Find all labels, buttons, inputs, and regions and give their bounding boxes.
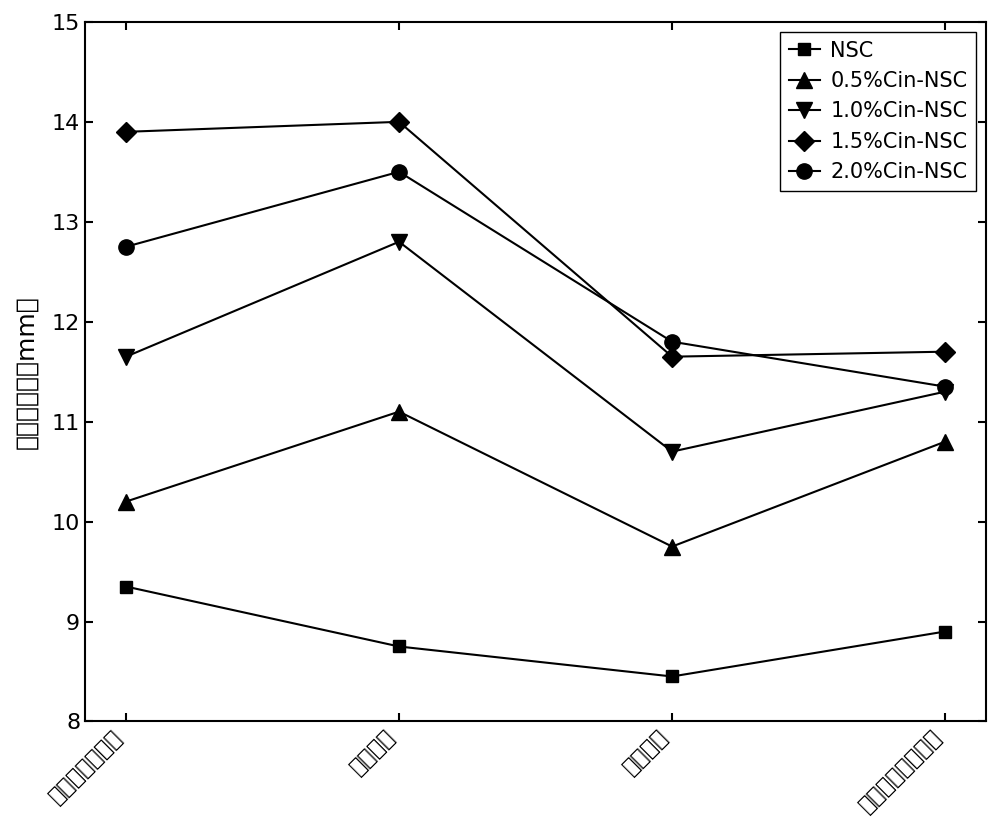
- 0.5%Cin-NSC: [120, 496, 132, 506]
- 1.5%Cin-NSC: [666, 352, 678, 362]
- NSC: [666, 671, 678, 681]
- Line: NSC: NSC: [120, 580, 951, 683]
- 1.0%Cin-NSC: [939, 387, 951, 397]
- 2.0%Cin-NSC: [666, 337, 678, 347]
- 2.0%Cin-NSC: [120, 242, 132, 251]
- NSC: [120, 582, 132, 592]
- 1.0%Cin-NSC: [393, 237, 405, 247]
- NSC: [393, 642, 405, 652]
- 1.5%Cin-NSC: [939, 347, 951, 357]
- Y-axis label: 抑菌圈直径（mm）: 抑菌圈直径（mm）: [14, 295, 38, 448]
- 1.5%Cin-NSC: [120, 127, 132, 137]
- Line: 2.0%Cin-NSC: 2.0%Cin-NSC: [118, 164, 953, 394]
- 0.5%Cin-NSC: [666, 542, 678, 552]
- 2.0%Cin-NSC: [393, 167, 405, 177]
- Line: 0.5%Cin-NSC: 0.5%Cin-NSC: [118, 404, 953, 554]
- 1.0%Cin-NSC: [120, 352, 132, 362]
- 2.0%Cin-NSC: [939, 382, 951, 392]
- Line: 1.0%Cin-NSC: 1.0%Cin-NSC: [118, 234, 953, 459]
- 1.5%Cin-NSC: [393, 117, 405, 127]
- Legend: NSC, 0.5%Cin-NSC, 1.0%Cin-NSC, 1.5%Cin-NSC, 2.0%Cin-NSC: NSC, 0.5%Cin-NSC, 1.0%Cin-NSC, 1.5%Cin-N…: [780, 32, 976, 191]
- 0.5%Cin-NSC: [939, 437, 951, 447]
- Line: 1.5%Cin-NSC: 1.5%Cin-NSC: [119, 115, 952, 364]
- 1.0%Cin-NSC: [666, 447, 678, 456]
- NSC: [939, 627, 951, 637]
- 0.5%Cin-NSC: [393, 407, 405, 417]
